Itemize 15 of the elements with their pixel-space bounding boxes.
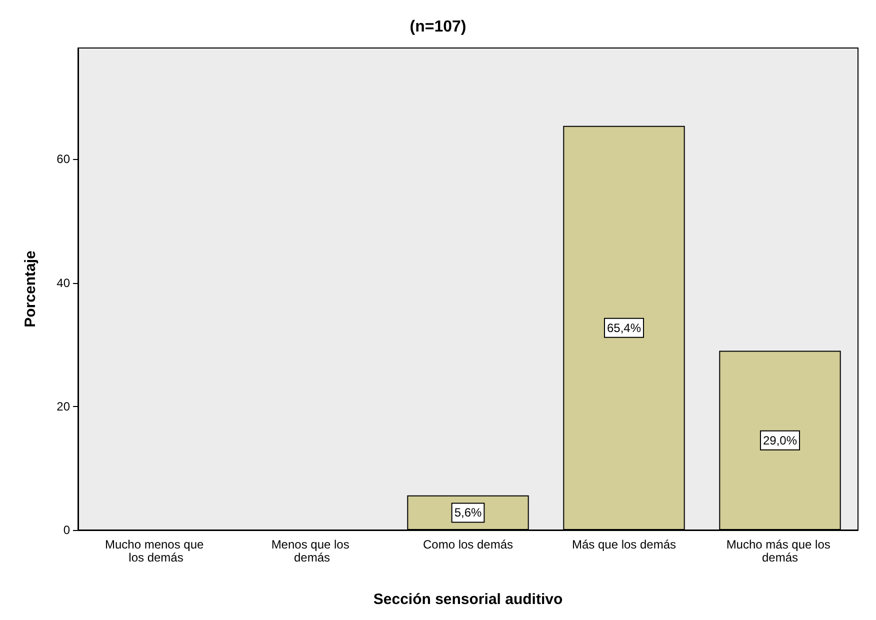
y-tick-label: 20: [56, 399, 70, 414]
data-label: 65,4%: [606, 320, 642, 335]
y-tick-label: 60: [56, 152, 70, 166]
x-tick-label: Mucho menos que los demás: [104, 538, 208, 564]
x-tick-label: Mucho más que los demás: [726, 538, 834, 564]
chart-title: (n=107): [410, 18, 466, 36]
y-tick-label: 40: [56, 276, 70, 290]
y-tick-label: 0: [63, 523, 70, 537]
x-tick-label: Como los demás: [422, 538, 514, 552]
data-label: 5,6%: [454, 506, 482, 520]
x-tick-label: Más que los demás: [572, 538, 676, 552]
data-label: 29,0%: [762, 433, 798, 448]
x-tick-label: Menos que los demás: [271, 538, 353, 564]
x-axis-title: Sección sensorial auditivo: [373, 591, 563, 608]
y-axis-title: Porcentaje: [22, 250, 39, 328]
